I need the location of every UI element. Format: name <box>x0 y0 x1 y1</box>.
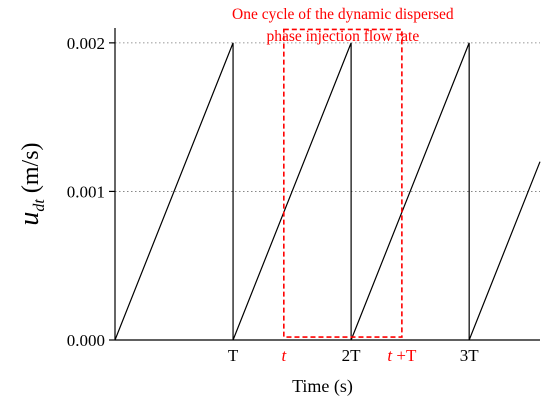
y-axis-title: udt (m/s) <box>14 142 48 225</box>
axes <box>109 28 540 341</box>
x-tick-label: T <box>228 346 239 365</box>
red-x-tick-label: t <box>281 346 287 365</box>
y-tick-label: 0.000 <box>67 331 105 350</box>
x-axis-title: Time (s) <box>292 376 353 397</box>
x-tick-label: 2T <box>342 346 362 365</box>
grid-lines <box>115 42 540 192</box>
annotation-text-line: phase injection flow rate <box>266 28 419 45</box>
series-line <box>114 42 541 341</box>
annotation-box-layer <box>283 28 403 338</box>
red-x-tick-label: t +T <box>387 346 417 365</box>
annotation-text-line: One cycle of the dynamic dispersed <box>232 6 454 23</box>
y-tick-label: 0.002 <box>67 34 105 53</box>
y-tick-label: 0.001 <box>67 182 105 201</box>
labels-layer: 0.000 0.001 0.002 T 2T 3T t t +T Time (s) udt (m/… <box>14 6 479 397</box>
x-tick-label: 3T <box>460 346 480 365</box>
annotation-box <box>283 28 403 338</box>
series-layer <box>114 42 541 341</box>
